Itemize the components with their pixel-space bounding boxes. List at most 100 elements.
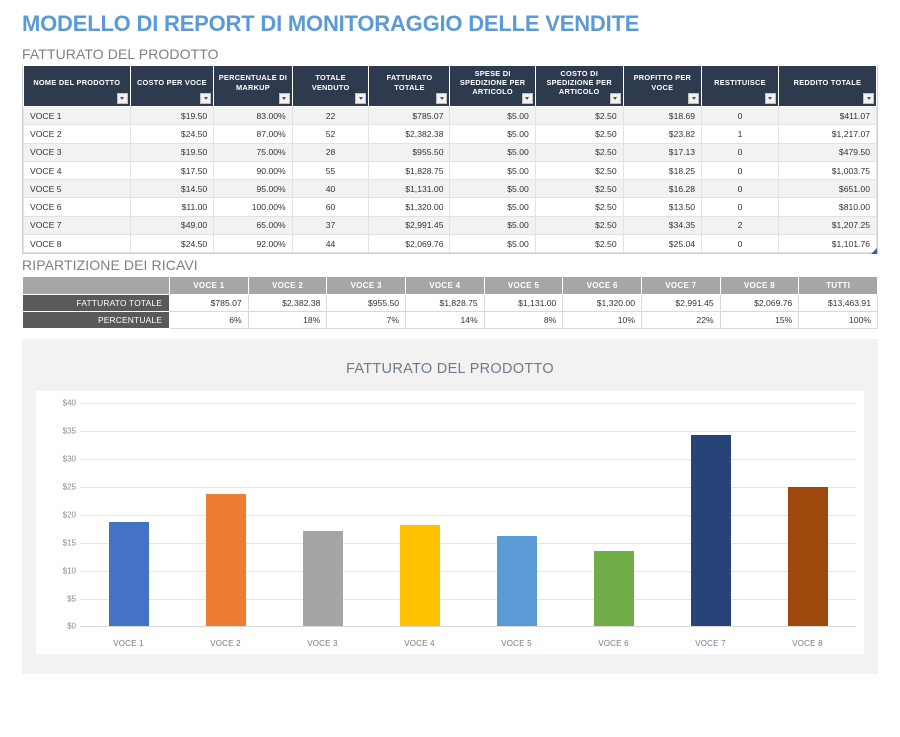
- chart-bar[interactable]: [108, 522, 149, 627]
- breakdown-cell: $2,069.76: [719, 294, 800, 313]
- table-cell: $2.50: [534, 234, 624, 254]
- chart-title: FATTURATO DEL PRODOTTO: [345, 361, 554, 378]
- chart-bar[interactable]: [399, 524, 440, 627]
- breakdown-cell: 10%: [562, 311, 642, 330]
- table-cell: $17.50: [129, 161, 215, 181]
- chart-gridline: [80, 431, 856, 433]
- product-col-header: NOME DEL PRODOTTO: [23, 65, 131, 107]
- table-cell: $24.50: [129, 234, 215, 254]
- filter-dropdown-icon[interactable]: [688, 93, 700, 104]
- product-col-header: REDDITO TOTALE: [777, 65, 878, 107]
- table-cell: $2,069.76: [368, 234, 451, 254]
- table-cell: 52: [291, 124, 370, 144]
- chart-bar[interactable]: [496, 535, 537, 627]
- section-title-revenue-breakdown: RIPARTIZIONE DEI RICAVI: [22, 257, 198, 274]
- product-col-header: RESTITUISCE: [701, 65, 779, 107]
- table-cell: $17.13: [622, 143, 703, 162]
- table-cell: 1: [701, 124, 779, 144]
- product-col-header: SPESE DI SPEDIZIONE PER ARTICOLO: [449, 65, 536, 107]
- column-header-label: SPESE DI SPEDIZIONE PER ARTICOLO: [459, 68, 526, 97]
- breakdown-col-header: VOCE 7: [640, 276, 721, 296]
- column-header-label: FATTURATO TOTALE: [386, 73, 433, 92]
- table-cell: $24.50: [129, 124, 215, 144]
- table-cell: $5.00: [449, 234, 536, 254]
- filter-dropdown-icon[interactable]: [116, 93, 128, 104]
- filter-dropdown-icon[interactable]: [764, 93, 776, 104]
- breakdown-cell: $785.07: [169, 294, 249, 313]
- table-cell: $34.35: [622, 216, 703, 236]
- product-col-header: TOTALE VENDUTO: [291, 65, 370, 107]
- filter-dropdown-icon[interactable]: [355, 93, 367, 104]
- table-cell: $2.50: [534, 124, 624, 144]
- chart-bar-slot: VOCE 4: [371, 391, 468, 654]
- table-resize-handle[interactable]: [870, 247, 877, 255]
- chart-gridline: [80, 598, 856, 600]
- filter-dropdown-icon[interactable]: [609, 93, 621, 104]
- table-cell: 0: [701, 234, 779, 254]
- table-cell: 22: [291, 106, 370, 126]
- table-cell: $1,207.25: [777, 216, 878, 236]
- column-header-label: REDDITO TOTALE: [793, 77, 862, 87]
- chart-plot-inner: $0 $5 $10 $15 $20 $25 $30 $35 $40 VOCE 1 VOCE 2 VOC…: [36, 391, 864, 654]
- column-header-label: PROFITTO PER VOCE: [633, 73, 692, 92]
- table-cell: VOCE 5: [23, 179, 131, 199]
- chart-x-tick-label: VOCE 5: [501, 639, 532, 649]
- breakdown-col-header: VOCE 1: [169, 276, 249, 296]
- chart-bar-slot: VOCE 1: [80, 391, 177, 654]
- breakdown-row: FATTURATO TOTALE $785.07 $2,382.38 $955.50 $…: [21, 294, 878, 313]
- table-cell: $5.00: [449, 106, 536, 126]
- table-cell: VOCE 8: [23, 234, 131, 254]
- table-cell: $2.50: [534, 197, 624, 217]
- breakdown-cell: $1,828.75: [405, 294, 485, 313]
- table-cell: 75.00%: [213, 143, 293, 162]
- table-cell: 37: [291, 216, 370, 236]
- chart-bar-slot: VOCE 8: [759, 391, 856, 654]
- table-cell: 95.00%: [213, 179, 293, 199]
- chart-gridline: [80, 459, 856, 461]
- filter-dropdown-icon[interactable]: [521, 93, 533, 104]
- table-cell: 0: [701, 143, 779, 162]
- chart-y-tick-label: $30: [62, 454, 76, 464]
- table-cell: 55: [291, 161, 370, 181]
- table-cell: 44: [291, 234, 370, 254]
- column-header-label: PERCENTUALE DI MARKUP: [218, 73, 288, 92]
- chart-gridline: [80, 487, 856, 488]
- table-cell: $2.50: [534, 143, 624, 162]
- chart-bar[interactable]: [302, 530, 343, 627]
- chart-bar[interactable]: [593, 551, 634, 627]
- filter-dropdown-icon[interactable]: [863, 93, 874, 104]
- product-col-header: PROFITTO PER VOCE: [622, 65, 703, 107]
- filter-dropdown-icon[interactable]: [278, 93, 290, 104]
- chart-bar[interactable]: [205, 493, 246, 627]
- filter-dropdown-icon[interactable]: [200, 93, 212, 104]
- breakdown-col-header: VOCE 4: [405, 276, 485, 296]
- chart-x-tick-label: VOCE 7: [695, 639, 726, 649]
- table-cell: 0: [701, 179, 779, 199]
- breakdown-cell: 18%: [247, 311, 328, 330]
- table-cell: 28: [291, 143, 370, 162]
- breakdown-col-header: TUTTI: [798, 276, 878, 296]
- breakdown-cell: $2,382.38: [247, 294, 328, 313]
- breakdown-table: VOCE 1 VOCE 2 VOCE 3 VOCE 4 VOCE 5 VOCE 6 VOCE…: [21, 276, 878, 330]
- table-cell: $1,131.00: [368, 179, 451, 199]
- table-cell: 0: [701, 161, 779, 181]
- table-row: VOCE 5 $14.50 95.00% 40 $1,131.00 $5.00 $2.50 $…: [23, 179, 878, 199]
- product-col-header: COSTO DI SPEDIZIONE PER ARTICOLO: [534, 65, 624, 107]
- chart-plot-area: $0 $5 $10 $15 $20 $25 $30 $35 $40 VOCE 1 VOCE 2 VOC…: [36, 391, 864, 655]
- filter-dropdown-icon[interactable]: [436, 93, 448, 104]
- table-cell: $23.82: [622, 124, 703, 144]
- chart-bar[interactable]: [690, 434, 731, 627]
- chart-y-tick-label: $5: [67, 594, 76, 603]
- chart-bar-slot: VOCE 5: [468, 391, 565, 654]
- chart-bar[interactable]: [787, 486, 828, 627]
- chart-y-tick-label: $15: [62, 538, 76, 548]
- page-title: MODELLO DI REPORT DI MONITORAGGIO DELLE …: [22, 11, 640, 36]
- table-cell: 65.00%: [213, 216, 293, 236]
- breakdown-cell: 100%: [798, 311, 878, 330]
- column-header-label: NOME DEL PRODOTTO: [33, 77, 121, 87]
- chart-x-tick-label: VOCE 4: [404, 639, 435, 649]
- column-header-label: COSTO PER VOCE: [136, 77, 207, 87]
- table-row: VOCE 2 $24.50 87.00% 52 $2,382.38 $5.00 $2.50 $…: [23, 124, 878, 144]
- table-cell: VOCE 4: [23, 161, 131, 181]
- chart-y-tick-label: $0: [67, 621, 76, 631]
